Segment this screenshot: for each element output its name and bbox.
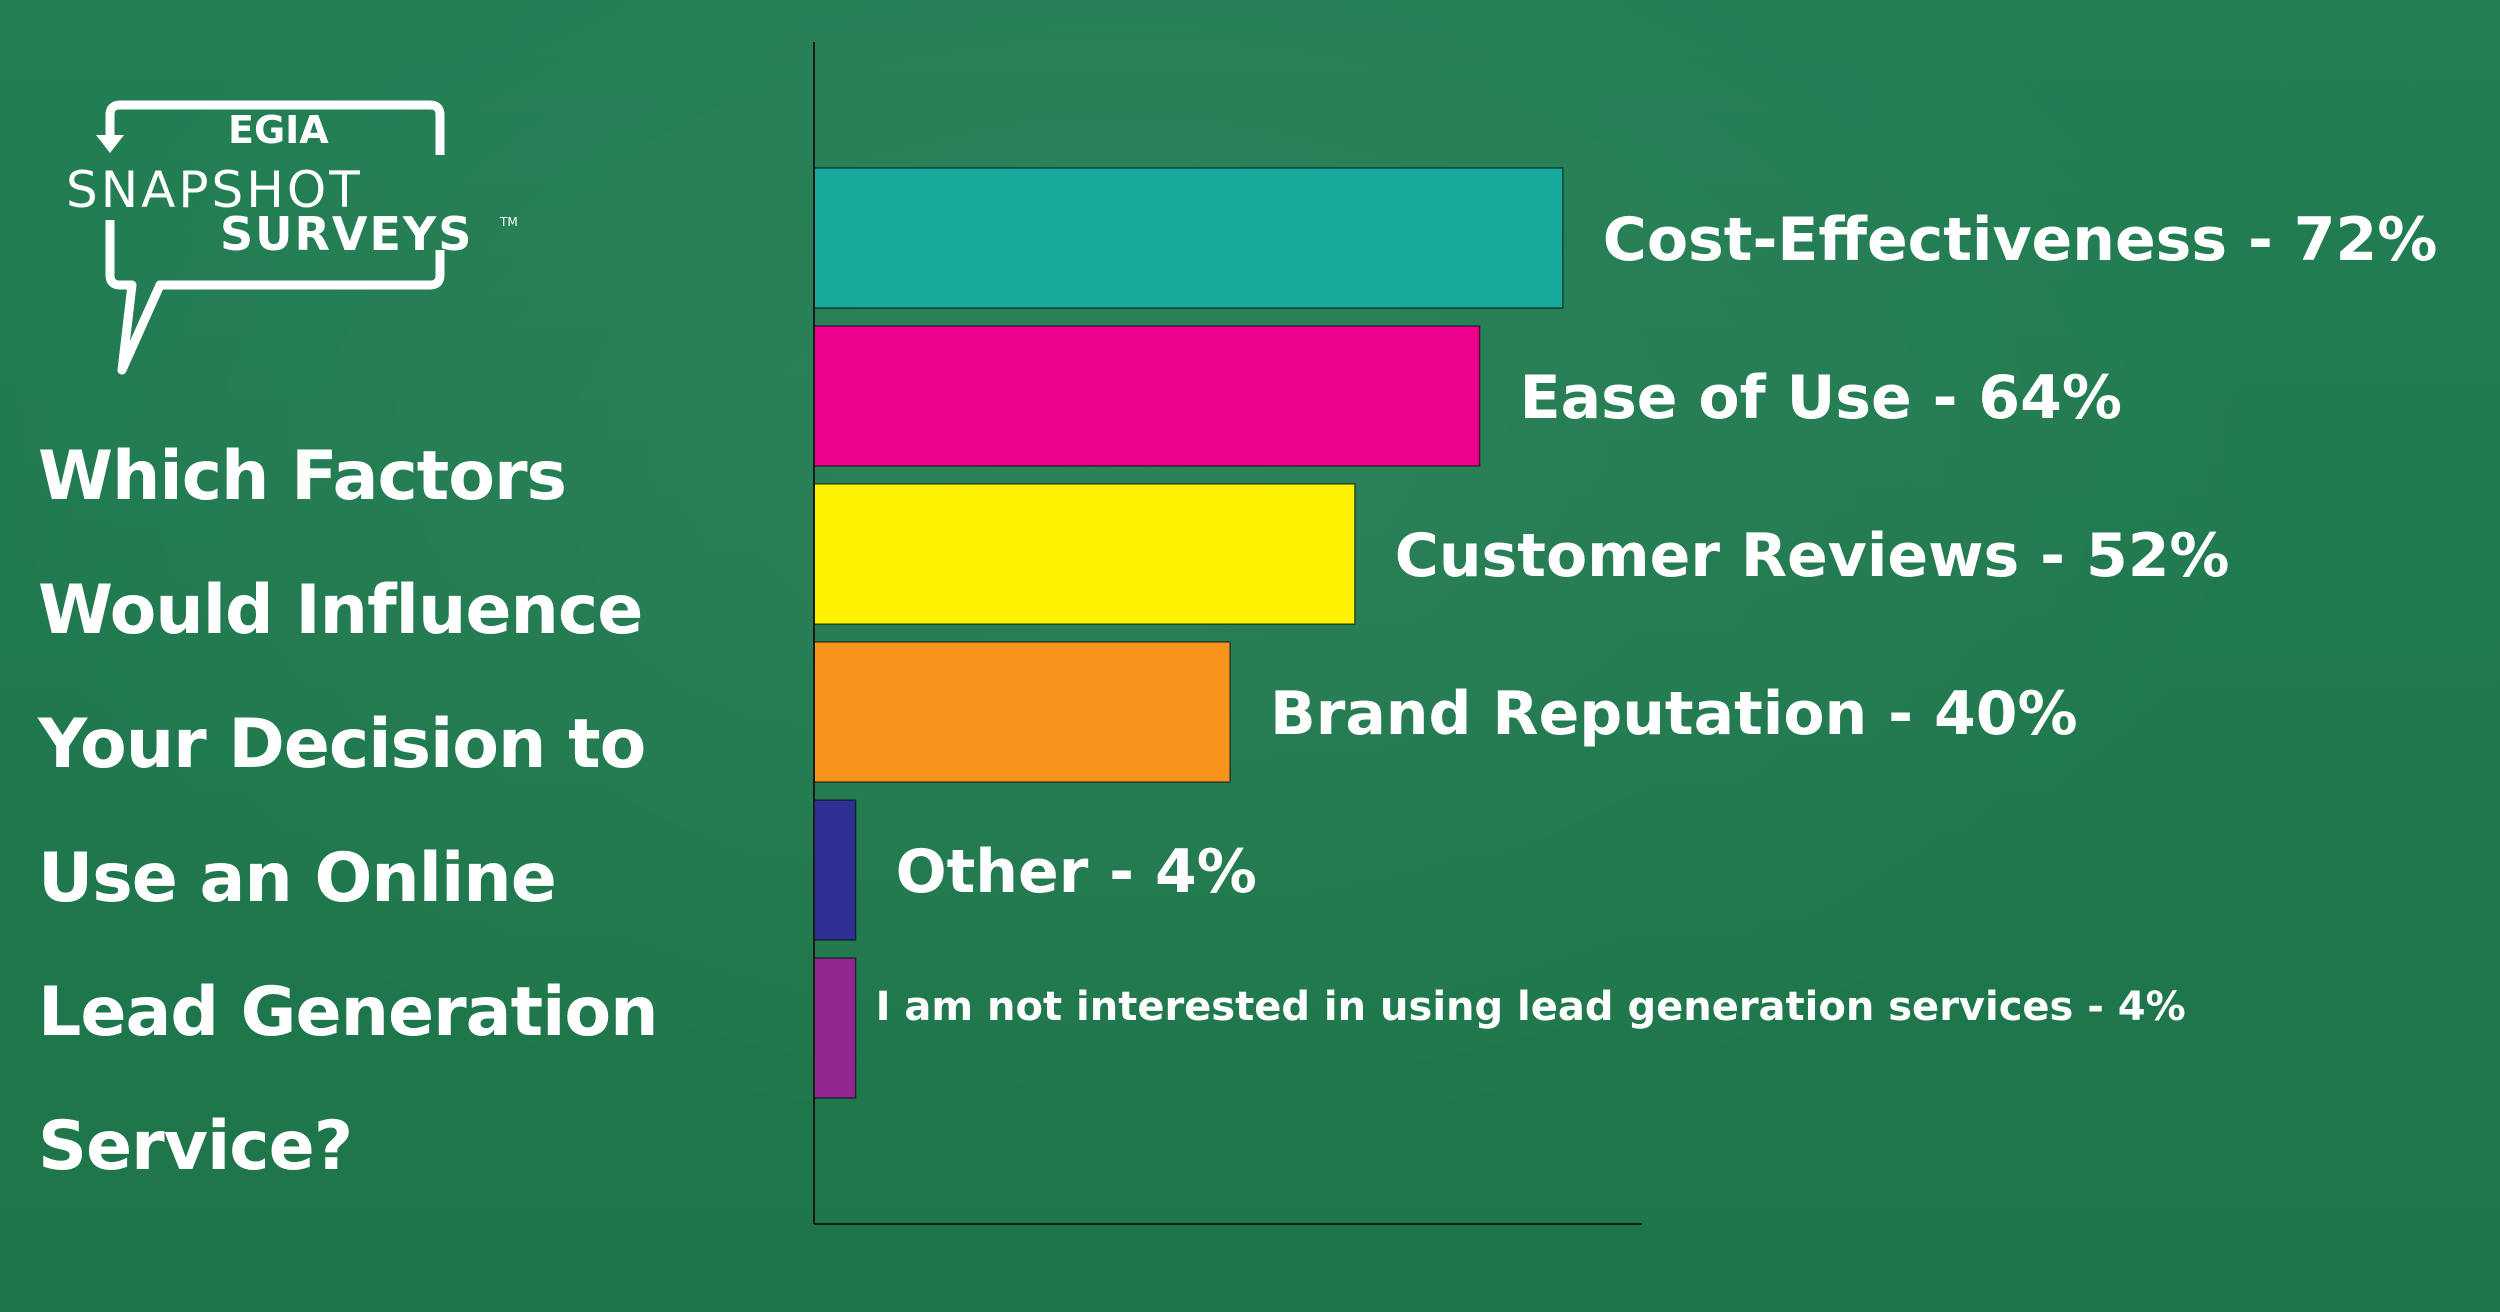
- speech-bubble-logo-icon: [96, 100, 445, 375]
- logo-brand-text: EGIA: [228, 108, 329, 152]
- survey-question-title: Which Factors Would Influence Your Decis…: [38, 437, 659, 1186]
- logo-surveys-text: SURVEYS: [220, 207, 474, 261]
- logo-snapshot-text: SNAPSHOT: [66, 161, 363, 219]
- egia-snapshot-surveys-logo: EGIA SNAPSHOT SURVEYS TM: [60, 95, 520, 385]
- logo-trademark-text: TM: [500, 215, 518, 229]
